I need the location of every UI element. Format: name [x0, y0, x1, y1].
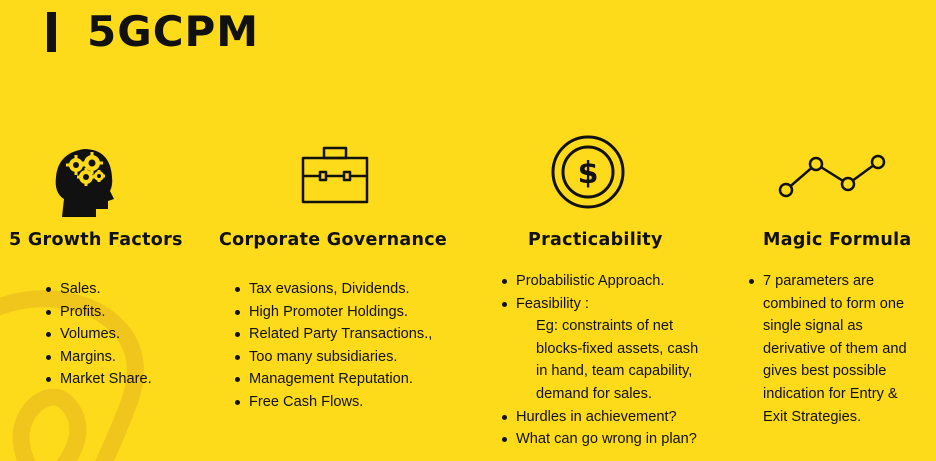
- list-item: High Promoter Holdings.: [235, 301, 432, 324]
- list-item: Profits.: [46, 301, 152, 324]
- list-item: Margins.: [46, 346, 152, 369]
- list-sub-item: in hand, team capability,: [536, 363, 693, 380]
- list-practicability: Probabilistic Approach. Feasibility : Eg…: [502, 270, 698, 451]
- list-item: Feasibility :: [502, 293, 698, 316]
- list-item: 7 parameters are combined to form one si…: [749, 270, 924, 428]
- list-item: Management Reputation.: [235, 368, 432, 391]
- heading-practicability: Practicability: [528, 230, 663, 250]
- heading-growth-factors: 5 Growth Factors: [9, 230, 183, 250]
- list-item: Too many subsidiaries.: [235, 346, 432, 369]
- list-sub-item: blocks-fixed assets, cash: [536, 340, 699, 357]
- list-magic-formula: 7 parameters are combined to form one si…: [749, 270, 924, 428]
- list-item: Probabilistic Approach.: [502, 270, 698, 293]
- list-corporate-governance: Tax evasions, Dividends. High Promoter H…: [235, 278, 432, 414]
- head-gears-icon: [55, 149, 114, 217]
- line-graph-icon: [778, 154, 886, 198]
- list-sub-item: demand for sales.: [536, 385, 653, 402]
- svg-text:$: $: [578, 156, 599, 191]
- heading-corporate-governance: Corporate Governance: [219, 230, 448, 250]
- list-item: Volumes.: [46, 323, 152, 346]
- page-title: 5GCPM: [87, 7, 260, 56]
- list-item: Sales.: [46, 278, 152, 301]
- list-item: What can go wrong in plan?: [502, 428, 698, 451]
- list-item: Hurdles in achievement?: [502, 406, 698, 429]
- list-sub-item: Eg: constraints of net: [536, 318, 674, 335]
- title-accent-bar: [47, 12, 56, 52]
- list-item: Free Cash Flows.: [235, 391, 432, 414]
- list-item: Market Share.: [46, 368, 152, 391]
- list-item: Related Party Transactions.,: [235, 323, 432, 346]
- list-growth-factors: Sales. Profits. Volumes. Margins. Market…: [46, 278, 152, 391]
- heading-magic-formula: Magic Formula: [763, 230, 912, 250]
- list-item: Tax evasions, Dividends.: [235, 278, 432, 301]
- dollar-coin-icon: $: [551, 135, 625, 209]
- briefcase-icon: [301, 146, 369, 204]
